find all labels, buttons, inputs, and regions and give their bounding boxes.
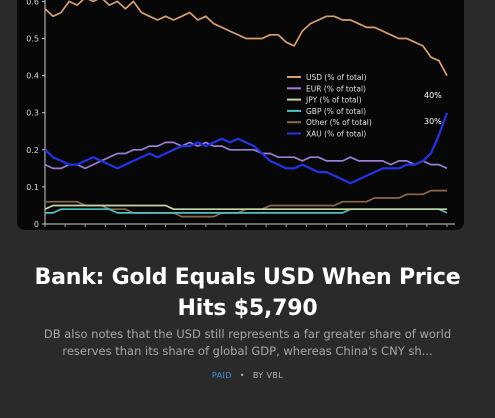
- y-tick-label: 0.6: [26, 0, 39, 6]
- legend-label: Other (% of total): [306, 118, 372, 127]
- article-title-line-1[interactable]: Bank: Gold Equals USD When Price: [34, 265, 461, 290]
- y-tick-label: 0.5: [26, 35, 39, 44]
- y-tick-label: 0.1: [26, 183, 39, 192]
- author-byline[interactable]: BY VBL: [252, 371, 284, 380]
- y-tick-label: 0.4: [26, 72, 39, 81]
- chart-axes: [44, 0, 455, 227]
- chart-legend: USD (% of total) EUR (% of total) JPY (% o…: [287, 73, 372, 139]
- y-tick-label: 0.3: [26, 109, 39, 118]
- series-line-usd: [44, 0, 448, 77]
- article-meta: PAID • BY VBL: [0, 371, 495, 380]
- series-line-eur: [44, 141, 448, 170]
- article-excerpt: DB also notes that the USD still represe…: [20, 326, 475, 360]
- y-tick-label: 0: [34, 220, 39, 229]
- annotation-label: 40%: [424, 91, 442, 100]
- reserve-share-chart: 0 0.1 0.2 0.3 0.4 0.5 0.6 USD (% of total) EUR …: [26, 0, 455, 229]
- article-thumbnail-chart[interactable]: 0 0.1 0.2 0.3 0.4 0.5 0.6 USD (% of total) EUR …: [17, 0, 464, 230]
- paid-badge[interactable]: PAID: [211, 371, 232, 380]
- legend-label: GBP (% of total): [306, 107, 366, 116]
- chart-y-ticks: 0 0.1 0.2 0.3 0.4 0.5 0.6: [26, 0, 45, 229]
- article-title-line-2[interactable]: Hits $5,790: [177, 296, 318, 321]
- legend-label: JPY (% of total): [305, 96, 362, 105]
- series-line-xau: [44, 112, 449, 185]
- article-excerpt-line-1: DB also notes that the USD still represe…: [43, 327, 452, 341]
- meta-separator: •: [239, 371, 245, 380]
- series-line-jpy: [44, 204, 447, 211]
- chart-series-lines: [44, 0, 449, 218]
- legend-label: EUR (% of total): [306, 84, 366, 93]
- chart-annotations: 40% 30%: [424, 91, 442, 126]
- legend-label: USD (% of total): [306, 73, 367, 82]
- annotation-label: 30%: [424, 117, 442, 126]
- y-tick-label: 0.2: [26, 146, 39, 155]
- article-excerpt-line-2: reserves than its share of global GDP, w…: [62, 344, 433, 358]
- article-title[interactable]: Bank: Gold Equals USD When Price Hits $5…: [0, 262, 495, 324]
- legend-label: XAU (% of total): [306, 130, 366, 139]
